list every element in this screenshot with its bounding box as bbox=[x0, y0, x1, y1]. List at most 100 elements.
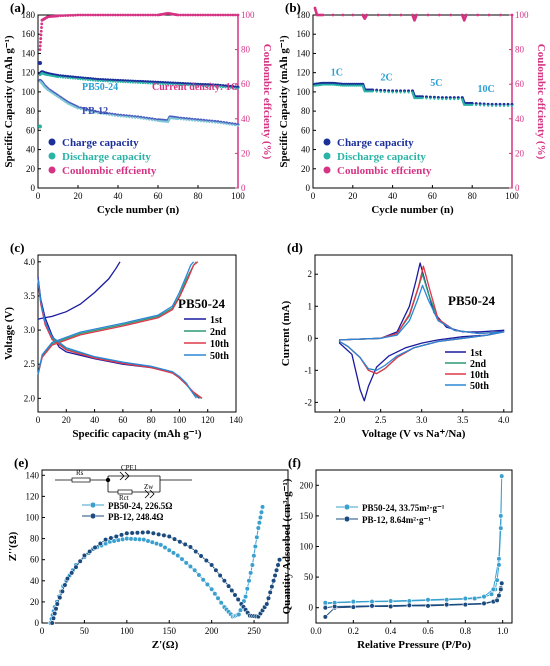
data-point bbox=[224, 86, 227, 89]
data-point bbox=[38, 48, 42, 51]
y-tick-label: 0 bbox=[308, 333, 313, 343]
data-point bbox=[94, 79, 97, 82]
series-line bbox=[50, 506, 264, 624]
data-point bbox=[337, 84, 340, 87]
data-point bbox=[184, 83, 187, 87]
data-point bbox=[141, 537, 147, 543]
data-point bbox=[494, 577, 500, 583]
data-point bbox=[81, 552, 88, 559]
x-tick-label: 80 bbox=[194, 191, 204, 201]
data-point bbox=[481, 600, 487, 607]
legend-label: 2nd bbox=[210, 327, 227, 338]
data-point bbox=[244, 586, 250, 592]
data-point bbox=[140, 529, 146, 536]
data-point bbox=[216, 13, 220, 17]
data-point bbox=[88, 110, 91, 113]
data-point bbox=[139, 117, 142, 120]
data-point bbox=[199, 120, 202, 123]
data-point bbox=[483, 104, 486, 107]
data-point bbox=[214, 85, 217, 88]
x-tick-label: 0.2 bbox=[348, 626, 359, 636]
data-point bbox=[246, 578, 252, 584]
data-point bbox=[156, 531, 162, 537]
data-point bbox=[206, 85, 210, 88]
panel-label: (e) bbox=[14, 455, 28, 470]
y-tick-label: 4.0 bbox=[24, 257, 36, 267]
data-point bbox=[64, 76, 67, 79]
panel-title: PB50-24 bbox=[178, 296, 225, 311]
data-point bbox=[96, 79, 100, 82]
data-point bbox=[370, 90, 373, 93]
data-point bbox=[212, 591, 218, 597]
y2-tick-label: 20 bbox=[515, 148, 525, 158]
data-point bbox=[86, 78, 90, 81]
y-tick-label: 160 bbox=[22, 29, 36, 39]
data-point bbox=[421, 97, 424, 100]
legend-marker bbox=[323, 138, 331, 146]
data-point bbox=[272, 572, 278, 579]
data-point bbox=[462, 595, 468, 602]
data-point bbox=[189, 13, 192, 17]
data-point bbox=[258, 509, 265, 515]
data-point bbox=[222, 122, 225, 125]
data-point bbox=[433, 97, 436, 100]
x-tick-label: 60 bbox=[154, 191, 164, 201]
y2-tick-label: 60 bbox=[241, 79, 251, 89]
data-point bbox=[179, 13, 182, 17]
data-point bbox=[457, 97, 460, 101]
data-point bbox=[136, 536, 143, 542]
data-point bbox=[119, 536, 126, 542]
data-point bbox=[391, 91, 394, 94]
data-point bbox=[226, 13, 230, 17]
data-point bbox=[134, 530, 141, 536]
data-point bbox=[97, 540, 103, 547]
y2-tick-label: 100 bbox=[515, 10, 529, 20]
data-point bbox=[196, 13, 200, 17]
data-point bbox=[186, 13, 190, 17]
x-tick-label: 100 bbox=[231, 191, 245, 201]
y2-tick-label: 100 bbox=[241, 10, 255, 20]
x-tick-label: 0.0 bbox=[310, 626, 322, 636]
data-point bbox=[87, 548, 93, 555]
data-point bbox=[191, 13, 195, 17]
x-tick-label: 20 bbox=[348, 191, 358, 201]
data-point bbox=[71, 13, 75, 17]
legend-label: 50th bbox=[210, 351, 229, 362]
data-point bbox=[256, 520, 262, 526]
data-point bbox=[214, 13, 217, 17]
y-tick-label: 3.0 bbox=[24, 325, 36, 335]
data-point bbox=[345, 84, 348, 87]
data-point bbox=[153, 540, 160, 547]
data-point bbox=[126, 81, 130, 84]
data-point bbox=[89, 79, 92, 82]
data-point bbox=[426, 13, 430, 17]
data-point bbox=[171, 83, 175, 86]
data-point bbox=[496, 592, 502, 599]
data-point bbox=[437, 13, 441, 17]
data-point bbox=[106, 13, 110, 17]
legend-label: 1st bbox=[210, 315, 223, 326]
y-tick-label: 0 bbox=[35, 618, 40, 628]
y-tick-label: 120 bbox=[26, 491, 40, 501]
data-point bbox=[194, 13, 197, 17]
data-point bbox=[89, 13, 92, 17]
data-point bbox=[38, 61, 42, 66]
data-point bbox=[209, 562, 215, 568]
data-point bbox=[325, 83, 329, 86]
equivalent-circuit: Rs CPE1 Rct Zw bbox=[55, 464, 192, 502]
data-point bbox=[506, 104, 510, 107]
x-tick-label: 20 bbox=[74, 191, 84, 201]
data-point bbox=[76, 77, 80, 81]
y-axis-label: Quantity Adsorbed (cm³·g⁻¹) bbox=[281, 478, 293, 614]
data-point bbox=[125, 115, 128, 119]
data-point bbox=[219, 13, 222, 17]
data-point bbox=[429, 97, 432, 100]
data-point bbox=[136, 116, 140, 120]
data-point bbox=[322, 605, 328, 611]
x-tick-label: 120 bbox=[201, 415, 215, 425]
x-tick-label: 80 bbox=[147, 415, 157, 425]
legend-marker bbox=[323, 166, 331, 174]
data-point bbox=[122, 115, 125, 118]
y-tick-label: 40 bbox=[26, 145, 36, 155]
data-point bbox=[108, 113, 111, 116]
